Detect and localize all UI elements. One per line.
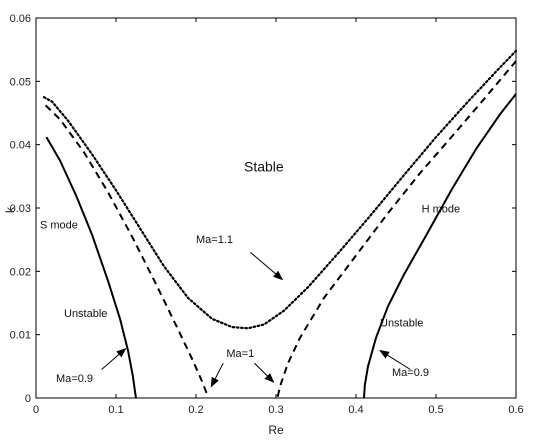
x-tick-label: 0.4 bbox=[348, 404, 363, 416]
y-tick-label: 0.04 bbox=[10, 140, 31, 152]
series-line-2 bbox=[44, 60, 517, 398]
annotation-arrow bbox=[210, 362, 224, 388]
y-tick-label: 0.01 bbox=[10, 330, 31, 342]
annotation-label: Stable bbox=[244, 158, 284, 174]
annotation-label: Unstable bbox=[64, 308, 107, 320]
x-tick-label: 0.5 bbox=[428, 404, 443, 416]
y-tick-label: 0 bbox=[25, 393, 31, 405]
annotation-arrow bbox=[379, 349, 411, 370]
annotation-label: Ma=1.1 bbox=[196, 234, 233, 246]
annotation-label: Ma=0.9 bbox=[392, 367, 429, 379]
annotation-label: Ma=0.9 bbox=[56, 373, 93, 385]
annotation-label: Unstable bbox=[380, 317, 423, 329]
series-line-3 bbox=[42, 49, 518, 330]
series-line-1 bbox=[363, 93, 517, 399]
x-tick-label: 0.3 bbox=[268, 404, 283, 416]
annotation-label: H mode bbox=[422, 203, 461, 215]
y-tick-label: 0.02 bbox=[10, 266, 31, 278]
annotation-arrow bbox=[101, 347, 127, 370]
series-line-0 bbox=[45, 136, 137, 399]
x-tick-label: 0.1 bbox=[108, 404, 123, 416]
annotation-arrow bbox=[254, 362, 275, 383]
annotation-label: S mode bbox=[40, 219, 78, 231]
x-tick-label: 0 bbox=[33, 404, 39, 416]
y-tick-label: 0.03 bbox=[10, 203, 31, 215]
x-tick-label: 0.6 bbox=[508, 404, 523, 416]
y-axis-label: k bbox=[3, 206, 17, 213]
y-tick-label: 0.06 bbox=[10, 13, 31, 25]
x-tick-label: 0.2 bbox=[188, 404, 203, 416]
annotation-label: Ma=1 bbox=[226, 348, 254, 360]
x-axis-label: Re bbox=[268, 423, 284, 437]
annotation-arrow bbox=[250, 251, 284, 281]
y-tick-label: 0.05 bbox=[10, 76, 31, 88]
